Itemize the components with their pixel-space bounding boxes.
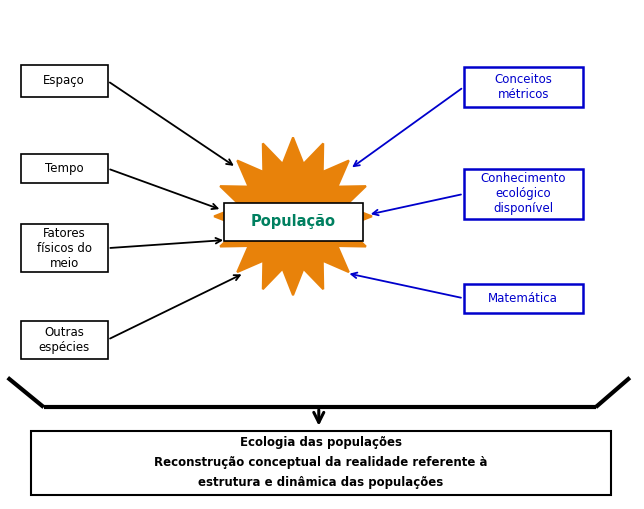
Text: Outras
espécies: Outras espécies [39, 326, 90, 354]
Text: Matemática: Matemática [488, 292, 558, 305]
Text: Fatores
físicos do
meio: Fatores físicos do meio [37, 227, 91, 270]
FancyBboxPatch shape [464, 67, 583, 107]
Text: Conhecimento
ecológico
disponível: Conhecimento ecológico disponível [480, 173, 566, 215]
Text: Tempo: Tempo [45, 162, 83, 175]
FancyBboxPatch shape [224, 203, 363, 241]
Text: População: População [251, 214, 336, 229]
FancyBboxPatch shape [21, 321, 108, 359]
Text: Espaço: Espaço [43, 74, 85, 88]
FancyBboxPatch shape [21, 154, 108, 183]
FancyBboxPatch shape [31, 431, 611, 495]
FancyBboxPatch shape [21, 224, 108, 272]
FancyBboxPatch shape [464, 169, 583, 219]
Text: Ecologia das populações
Reconstrução conceptual da realidade referente à
estrutu: Ecologia das populações Reconstrução con… [154, 436, 488, 490]
Text: Conceitos
métricos: Conceitos métricos [495, 73, 552, 101]
FancyBboxPatch shape [21, 65, 108, 97]
Polygon shape [214, 137, 372, 295]
FancyBboxPatch shape [464, 284, 583, 313]
